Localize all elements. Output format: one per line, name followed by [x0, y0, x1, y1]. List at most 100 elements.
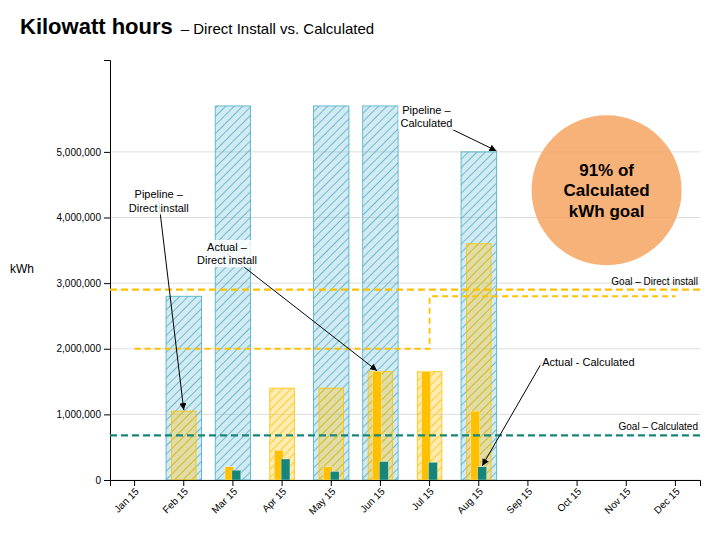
series-annotation: Actual - Calculated	[482, 355, 636, 466]
grid	[110, 152, 700, 480]
marks	[110, 106, 700, 480]
bar	[461, 152, 496, 480]
x-tick-label: May 15	[307, 485, 338, 516]
annotation-background	[398, 103, 454, 130]
y-tick: 4,000,000	[57, 212, 111, 223]
y-tick-label: 4,000,000	[57, 212, 102, 223]
annotation-label: Actual - Calculated	[542, 356, 634, 368]
bar	[368, 372, 393, 480]
goal-label: Goal – Calculated	[619, 421, 699, 432]
plot: 0 1,000,000 2,000,000 3,000,000 4,000,000 5,0…	[57, 61, 701, 517]
y-tick-label: 0	[95, 475, 101, 486]
bar	[117, 480, 152, 481]
x-tick: Nov 15	[602, 480, 632, 516]
bar	[319, 388, 344, 480]
series-annotation: Actual –Direct install	[195, 240, 377, 371]
y-tick-mark	[104, 152, 110, 153]
x-tick: May 15	[307, 480, 338, 517]
bar	[625, 480, 634, 481]
bar	[466, 244, 491, 480]
callout-text: 91% ofCalculated kWh goal	[564, 161, 650, 221]
y-axis-title: kWh	[10, 262, 34, 276]
x-tick: Feb 15	[160, 480, 190, 515]
x-tick-label: Jun 15	[358, 485, 387, 514]
y-tick-mark	[104, 349, 110, 350]
annotation-label: Pipeline –Calculated	[400, 104, 452, 129]
y-tick-label: 5,000,000	[57, 147, 102, 158]
x-tick-label: Apr 15	[260, 485, 289, 514]
x-tick: Dec 15	[652, 480, 682, 516]
bar-series	[225, 372, 480, 480]
y-tick: 1,000,000	[57, 409, 111, 420]
y-tick: 3,000,000	[57, 278, 111, 289]
x-tick-mark	[429, 480, 430, 486]
annotation-arrow	[227, 254, 377, 371]
bar	[559, 480, 594, 481]
bar	[614, 480, 639, 481]
y-tick: 2,000,000	[57, 343, 111, 354]
callout: 91% ofCalculated kWh goal	[532, 115, 682, 265]
step-line	[135, 296, 676, 349]
bar-series	[232, 459, 487, 480]
x-tick: Oct 15	[555, 480, 584, 514]
y-tick-mark	[104, 218, 110, 219]
series-annotation: Pipeline – Direct install	[127, 187, 191, 410]
bar	[171, 411, 196, 480]
x-tick: Sep 15	[504, 480, 534, 516]
annotation-label: Pipeline – Direct install	[129, 188, 189, 213]
y-tick-label: 2,000,000	[57, 343, 102, 354]
bar	[429, 462, 438, 480]
x-tick-label: Sep 15	[504, 485, 534, 515]
x-tick: Aug 15	[455, 480, 485, 516]
y-tick-mark	[104, 283, 110, 284]
bar	[281, 459, 290, 480]
y-tick-mark	[104, 414, 110, 415]
bar	[618, 480, 627, 481]
x-tick-mark	[675, 480, 676, 486]
text-line: Direct install	[129, 202, 189, 214]
bar	[183, 480, 192, 481]
annotation-background	[127, 187, 191, 214]
text-line: kWh goal	[569, 202, 645, 221]
x-axis-line	[111, 481, 701, 487]
x-tick-mark	[577, 480, 578, 486]
title: Kilowatt hours	[20, 14, 173, 39]
text-line: Calculated	[564, 181, 650, 200]
x-tick: Apr 15	[260, 480, 289, 514]
bar	[330, 471, 339, 480]
x-tick-mark	[478, 480, 479, 486]
bar-series	[166, 106, 496, 480]
bar	[658, 480, 693, 481]
text-line: 91% of	[579, 161, 634, 180]
y-tick-label: 3,000,000	[57, 278, 102, 289]
bar	[314, 106, 349, 480]
x-tick-label: Jul 15	[409, 485, 436, 512]
y-tick: 0	[95, 475, 110, 486]
subtitle: – Direct Install vs. Calculated	[181, 20, 374, 37]
y-tick-label: 1,000,000	[57, 409, 102, 420]
x-tick: Jun 15	[358, 480, 387, 515]
bar	[569, 480, 578, 481]
bar	[363, 106, 398, 480]
annotation-background	[540, 355, 636, 369]
bar	[127, 480, 136, 481]
bar	[122, 480, 147, 481]
bar	[215, 106, 250, 480]
annotation-label: Actual –Direct install	[197, 241, 257, 266]
bar	[674, 480, 683, 481]
text-line: Calculated	[400, 117, 452, 129]
y-tick: 5,000,000	[57, 147, 111, 158]
bar	[478, 467, 487, 480]
y-tick-mark	[104, 480, 110, 481]
text-line: Pipeline –	[402, 104, 451, 116]
text-line: Actual –	[207, 241, 248, 253]
bar	[270, 388, 295, 480]
annotation-background	[195, 240, 259, 267]
callout-circle	[532, 115, 682, 265]
text-line: Pipeline –	[135, 188, 184, 200]
x-tick-mark	[232, 480, 233, 486]
bar	[510, 480, 545, 481]
bar	[417, 372, 442, 480]
x-tick-mark	[626, 480, 627, 486]
x-tick-mark	[331, 480, 332, 486]
